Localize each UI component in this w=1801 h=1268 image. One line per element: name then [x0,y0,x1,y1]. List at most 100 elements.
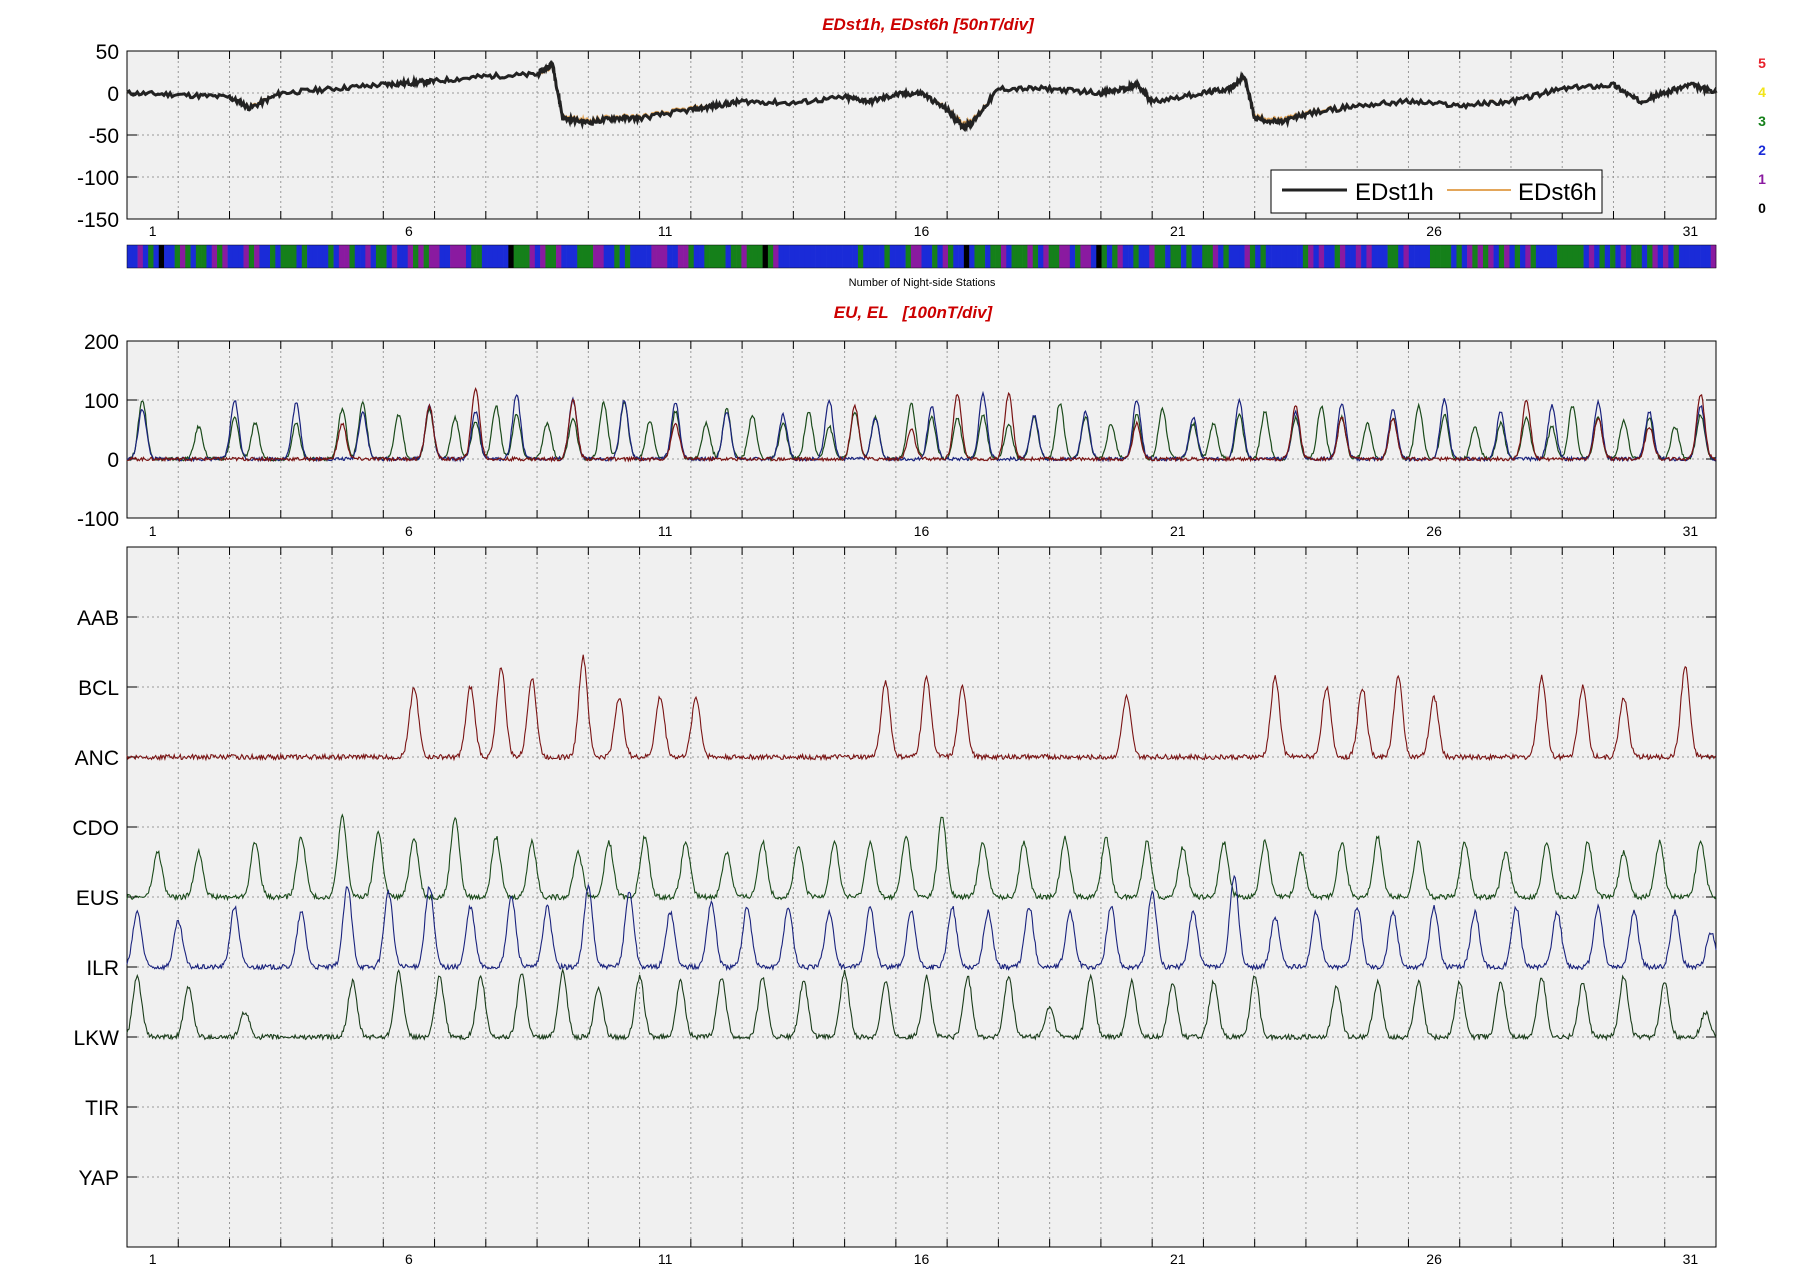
nightside-cell [1022,245,1028,268]
eu-el-y-axis: 200 100 0 -100 [77,331,119,531]
nightside-cell [1535,245,1542,268]
count-scale-label: 5 [1758,55,1766,71]
nightside-cell [820,245,827,268]
nightside-cell [1451,245,1457,268]
nightside-cell [1159,245,1166,268]
eu-el-x-axis: 1 6 11 16 21 26 31 [149,523,1699,539]
nightside-cell [1165,245,1171,268]
station-label-tir: TIR [85,1097,119,1120]
nightside-cell [275,245,281,268]
nightside-cell [895,245,901,268]
nightside-cell [1191,245,1198,268]
nightside-cell [1488,245,1494,268]
station-y-axis: AAB BCL ANC CDO EUS ILR LKW TIR YAP [72,607,119,1190]
nightside-cell [1016,245,1023,268]
nightside-cell [153,245,160,268]
nightside-cell [1678,245,1685,268]
nightside-cell [1223,245,1230,268]
nightside-cell [423,245,430,268]
nightside-cell [1541,245,1547,268]
nightside-cell [460,245,467,268]
nightside-cell [1355,245,1362,268]
nightside-cell [736,245,742,268]
nightside-cell [1128,245,1134,268]
x-tick-label: 31 [1683,223,1699,239]
nightside-cell [603,245,610,268]
nightside-cell [704,245,710,268]
nightside-cell [561,245,567,268]
nightside-cell [947,245,954,268]
nightside-cell [1096,245,1102,268]
nightside-cell [254,245,260,268]
nightside-cell [688,245,695,268]
nightside-cell [1006,245,1012,268]
nightside-cell [1520,245,1526,268]
nightside-cell [338,245,345,268]
nightside-cell [1101,245,1108,268]
nightside-cell [863,245,869,268]
nightside-cell [540,245,546,268]
nightside-cell [1334,245,1341,268]
nightside-cell [990,245,996,268]
nightside-cell [127,245,133,268]
nightside-cell [1700,245,1706,268]
nightside-cell [699,245,705,268]
nightside-cell [1080,245,1086,268]
nightside-cell [1345,245,1351,268]
x-tick-label: 6 [405,1251,413,1267]
nightside-cell [487,245,493,268]
x-tick-label: 16 [914,223,930,239]
nightside-cell [677,245,684,268]
nightside-cell [815,245,822,268]
nightside-cell [810,245,816,268]
nightside-cell [1366,245,1373,268]
station-label-eus: EUS [76,887,119,910]
nightside-cell [291,245,297,268]
nightside-cell [259,245,266,268]
edst-x-axis: 1 6 11 16 21 26 31 [149,223,1699,239]
nightside-cell [778,245,785,268]
nightside-cell [1038,245,1044,268]
nightside-cell [1419,245,1425,268]
nightside-cell [142,245,149,268]
nightside-cell [1429,245,1436,268]
nightside-cell [328,245,334,268]
nightside-cell [1689,245,1696,268]
nightside-cell [640,245,647,268]
station-trace-lkw [126,967,1717,1042]
x-tick-label: 21 [1170,223,1186,239]
nightside-cell [741,245,748,268]
nightside-cell [217,245,223,268]
nightside-cell [344,245,350,268]
nightside-cell [1249,245,1256,268]
nightside-cell [556,245,562,268]
nightside-cell [1318,245,1325,268]
nightside-cell [1234,245,1240,268]
nightside-cell [746,245,753,268]
station-x-axis: 1 6 11 16 21 26 31 [149,1251,1699,1267]
nightside-cell [497,245,504,268]
x-tick-label: 21 [1170,523,1186,539]
nightside-cell [407,245,414,268]
nightside-cell [730,245,737,268]
nightside-cell [757,245,763,268]
nightside-cell [609,245,615,268]
nightside-cell [1604,245,1611,268]
nightside-cell [624,245,631,268]
nightside-cell [953,245,959,268]
nightside-cell [1472,245,1478,268]
nightside-cell [534,245,541,268]
nightside-cell [391,245,398,268]
nightside-cell [1297,245,1304,268]
nightside-cell [1424,245,1431,268]
nightside-cell [1652,245,1659,268]
nightside-cell [916,245,922,268]
station-plot-area [126,546,1717,1248]
x-tick-label: 31 [1683,1251,1699,1267]
nightside-cell [799,245,806,268]
nightside-cell [1324,245,1330,268]
nightside-cell [1705,245,1712,268]
